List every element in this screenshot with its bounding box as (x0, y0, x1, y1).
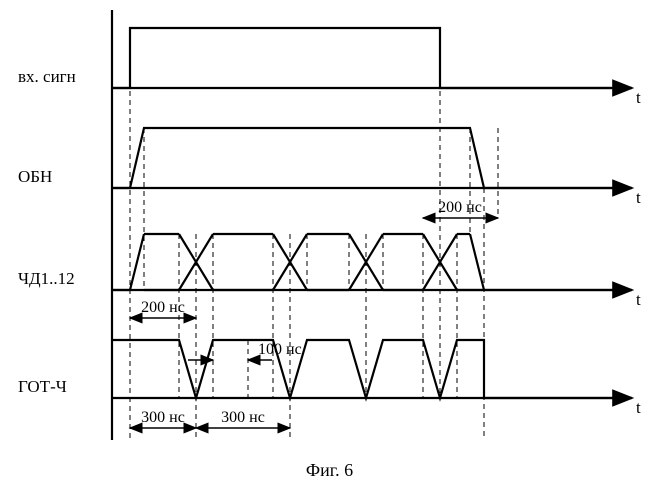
label-gotch: ГОТ-Ч (18, 377, 67, 396)
t-label-0: t (636, 88, 641, 107)
axis-row-1: t (112, 188, 641, 207)
anno-300ns-2: 300 нс (221, 409, 265, 426)
figure-caption: Фиг. 6 (0, 460, 659, 481)
anno-300ns-1: 300 нс (141, 409, 185, 426)
t-label-2: t (636, 290, 641, 309)
wave-chd (112, 234, 626, 290)
t-label-1: t (636, 188, 641, 207)
anno-200ns-left: 200 нс (141, 299, 185, 316)
axis-row-3: t (112, 398, 641, 417)
wave-obn (112, 128, 626, 188)
t-label-3: t (636, 398, 641, 417)
anno-100ns: 100 нс (258, 341, 302, 358)
label-chd: ЧД1..12 (18, 269, 75, 288)
label-obn: ОБН (18, 167, 52, 186)
anno-200ns-top: 200 нс (438, 199, 482, 216)
axis-row-2: t (112, 290, 641, 309)
diagram-svg: вх. сигн t ОБН t ЧД1..12 t (0, 0, 659, 500)
axis-row-0: t (112, 88, 641, 107)
label-input: вх. сигн (18, 67, 76, 86)
wave-gotch (112, 340, 626, 398)
timing-diagram: вх. сигн t ОБН t ЧД1..12 t (0, 0, 659, 500)
wave-input (112, 28, 626, 88)
